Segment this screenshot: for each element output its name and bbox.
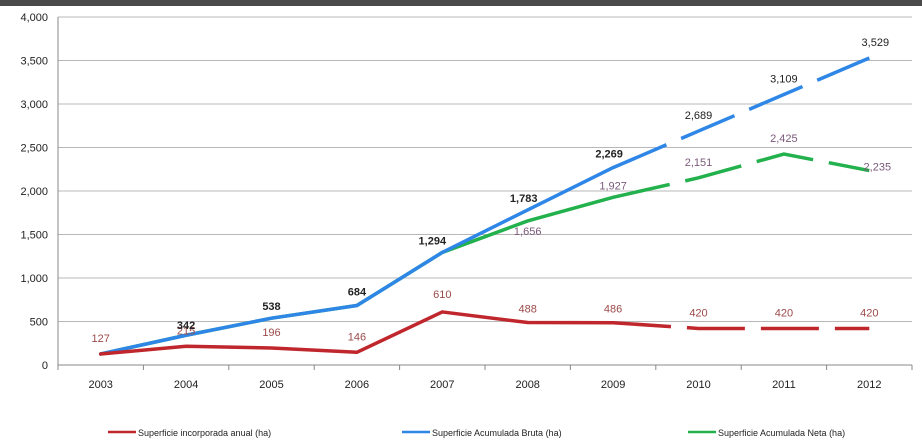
series-projection-line-0 [612,320,870,331]
data-label: 196 [262,327,280,339]
data-label: 610 [433,289,451,301]
data-label: 420 [689,307,707,319]
y-tick-label: 1,000 [20,273,48,285]
series-projection-line-2 [612,152,870,200]
data-label: 342 [177,320,195,332]
data-label: 1,783 [510,193,538,205]
series-projection-line-1 [612,56,870,170]
legend-label: Superficie incorporada anual (ha) [138,428,271,438]
data-label: 488 [519,304,537,316]
x-tick-label: 2003 [88,379,112,391]
y-tick-label: 500 [30,317,48,329]
y-tick-label: 4,000 [20,12,48,24]
data-label: 1,927 [599,180,627,192]
y-tick-label: 3,000 [20,99,48,111]
y-tick-label: 3,500 [20,56,48,68]
data-label: 146 [348,331,366,343]
x-tick-label: 2009 [601,379,625,391]
data-label: 2,269 [595,149,623,161]
x-tick-label: 2012 [857,379,881,391]
data-label: 2,689 [685,110,713,122]
data-label: 538 [262,301,280,313]
data-label: 1,656 [514,226,542,238]
data-label: 3,109 [770,74,798,86]
y-tick-label: 1,500 [20,230,48,242]
data-label: 127 [92,333,110,345]
x-tick-label: 2010 [686,379,710,391]
data-label: 2,151 [685,157,713,169]
data-label: 215 [177,325,195,337]
x-tick-label: 2004 [174,379,198,391]
data-label: 420 [860,307,878,319]
top-border [0,0,922,6]
data-label: 684 [348,286,367,298]
series-line-0 [98,310,615,356]
series-line-1 [98,165,615,356]
x-tick-label: 2008 [515,379,539,391]
data-label: 2,425 [770,133,798,145]
x-tick-label: 2011 [772,379,796,391]
data-label: 420 [775,307,793,319]
x-tick-label: 2006 [345,379,369,391]
data-label: 2,235 [864,162,892,174]
y-tick-label: 0 [42,360,48,372]
x-tick-label: 2005 [259,379,283,391]
data-label: 486 [604,304,622,316]
y-tick-label: 2,000 [20,186,48,198]
legend-label: Superficie Acumulada Neta (ha) [718,428,845,438]
x-tick-label: 2007 [430,379,454,391]
data-label: 3,529 [862,37,890,49]
y-tick-label: 2,500 [20,143,48,155]
legend-label: Superficie Acumulada Bruta (ha) [432,428,562,438]
data-label: 1,294 [419,235,447,247]
